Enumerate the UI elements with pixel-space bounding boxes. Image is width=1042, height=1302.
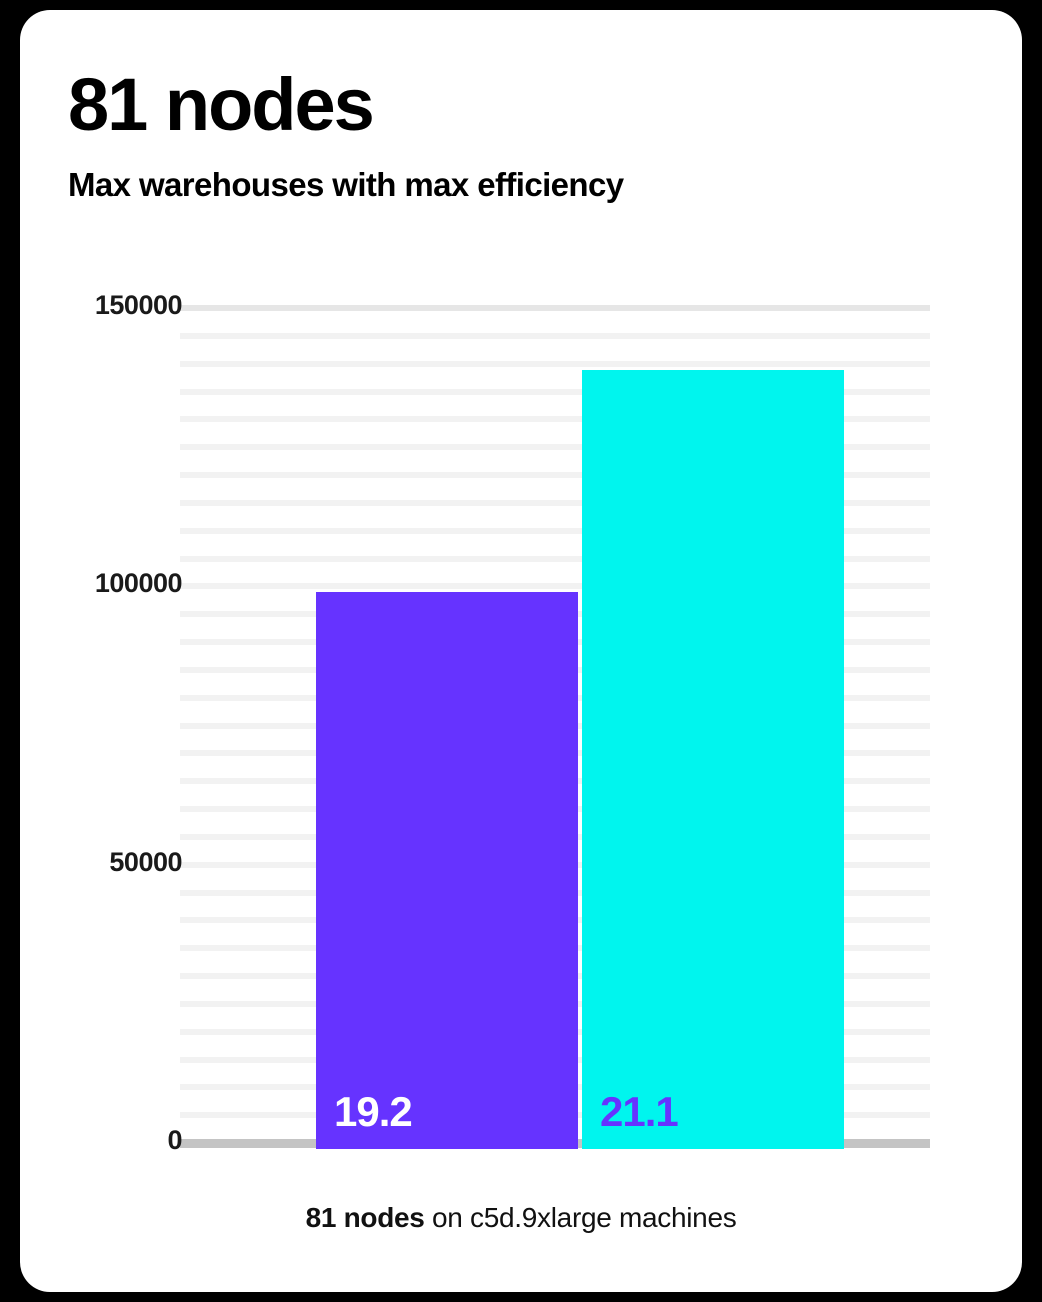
y-axis-tick-label: 100000: [94, 568, 183, 599]
y-axis-tick-label: 50000: [109, 846, 182, 877]
y-axis-tick-label: 0: [167, 1125, 182, 1155]
gridline: [180, 583, 930, 590]
chart-subtitle: Max warehouses with max efficiency: [68, 166, 624, 203]
gridline: [180, 444, 930, 451]
gridline: [180, 360, 930, 367]
bar-value-label: 19.2: [334, 1088, 413, 1135]
chart-card: 81 nodes Max warehouses with max efficie…: [20, 10, 1022, 1292]
page-title: 81 nodes: [68, 63, 375, 146]
caption-rest-text: on c5d.9xlarge machines: [424, 1202, 737, 1233]
bar-chart-plot: 0 50000 100000 150000 19.2 21.1: [20, 10, 1022, 1292]
caption-bold-text: 81 nodes: [305, 1202, 425, 1233]
y-axis-tick-label: 150000: [94, 290, 183, 320]
gridline: [180, 416, 930, 423]
gridline: [180, 388, 930, 395]
chart-header: 81 nodes Max warehouses with max efficie…: [68, 63, 948, 203]
gridline: [180, 305, 930, 311]
bar-value-label: 21.1: [600, 1088, 679, 1135]
bar[interactable]: 21.1: [582, 369, 844, 1149]
gridline: [180, 472, 930, 478]
gridline: [180, 555, 930, 562]
chart-caption: 81 nodes on c5d.9xlarge machines: [20, 1202, 1022, 1234]
bar[interactable]: 19.2: [316, 592, 578, 1149]
gridline: [180, 527, 930, 534]
gridline: [180, 332, 930, 339]
gridline: [180, 499, 930, 506]
